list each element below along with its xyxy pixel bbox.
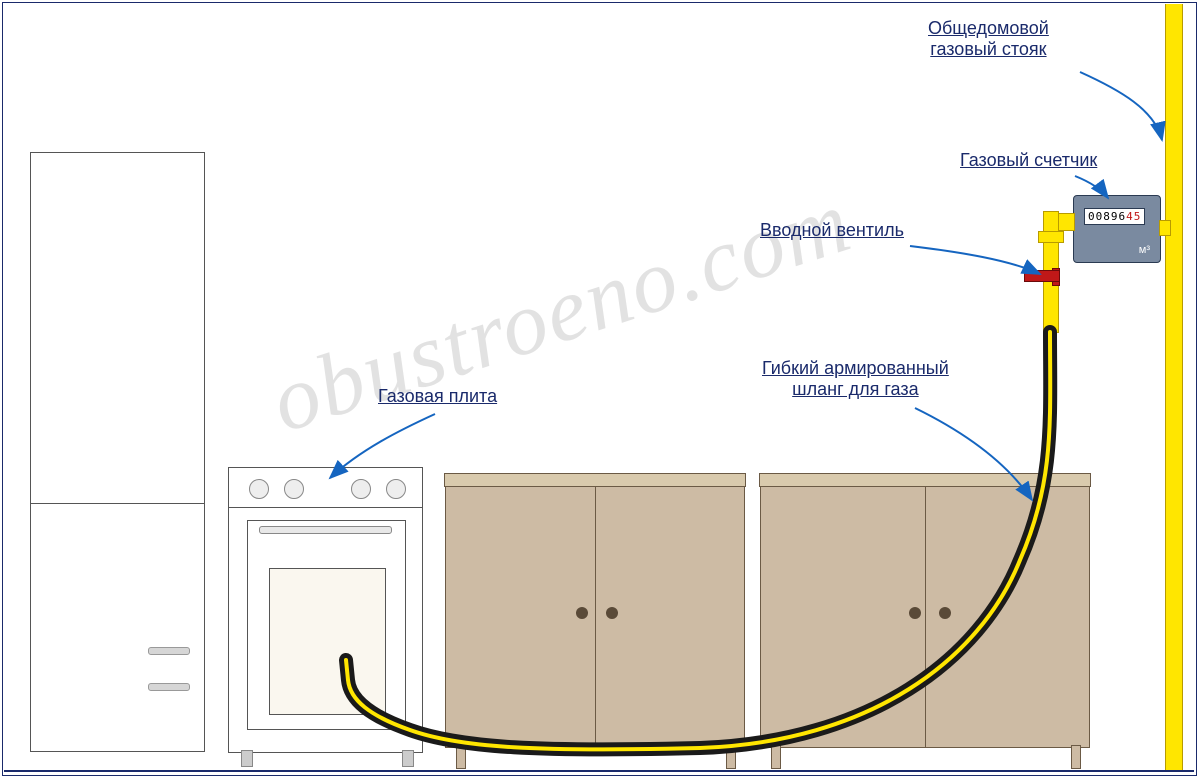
cabinet-leg — [771, 745, 781, 769]
label-valve: Вводной вентиль — [760, 220, 904, 241]
cabinet-divider — [925, 487, 926, 747]
fridge-handle-lower — [148, 683, 190, 691]
cabinet-leg — [1071, 745, 1081, 769]
floor-line — [4, 770, 1194, 772]
kitchen-cabinet — [445, 486, 745, 748]
label-stove: Газовая плита — [378, 386, 497, 407]
gas-stove — [228, 467, 423, 753]
fridge-divider — [31, 503, 204, 504]
stove-foot — [241, 750, 253, 767]
kitchen-cabinet — [760, 486, 1090, 748]
cabinet-leg — [456, 745, 466, 769]
stove-knob — [284, 479, 304, 499]
refrigerator — [30, 152, 205, 752]
fridge-handle-upper — [148, 647, 190, 655]
stove-control-panel — [229, 468, 422, 508]
label-hose: Гибкий армированный шланг для газа — [762, 358, 949, 400]
stove-foot — [402, 750, 414, 767]
pipe-nut — [1038, 231, 1064, 243]
inlet-valve-handle — [1024, 270, 1060, 282]
cabinet-leg — [726, 745, 736, 769]
stove-knob — [386, 479, 406, 499]
label-riser: Общедомовой газовый стояк — [928, 18, 1049, 60]
stove-knob — [249, 479, 269, 499]
gas-meter-display: 0089645 — [1084, 208, 1145, 225]
counter-top — [444, 473, 746, 487]
counter-top — [759, 473, 1091, 487]
cabinet-knob — [576, 607, 588, 619]
oven-handle — [259, 526, 392, 534]
gas-meter: 0089645 м³ — [1073, 195, 1161, 263]
gas-riser-pipe — [1165, 4, 1183, 770]
label-meter: Газовый счетчик — [960, 150, 1097, 171]
meter-reading-black: 00896 — [1088, 210, 1126, 223]
oven-window — [269, 568, 386, 715]
meter-unit-label: м³ — [1139, 244, 1150, 256]
cabinet-knob — [939, 607, 951, 619]
cabinet-knob — [606, 607, 618, 619]
meter-reading-red: 45 — [1126, 210, 1141, 223]
cabinet-divider — [595, 487, 596, 747]
riser-tap-pipe — [1159, 220, 1171, 236]
stove-knob — [351, 479, 371, 499]
cabinet-knob — [909, 607, 921, 619]
